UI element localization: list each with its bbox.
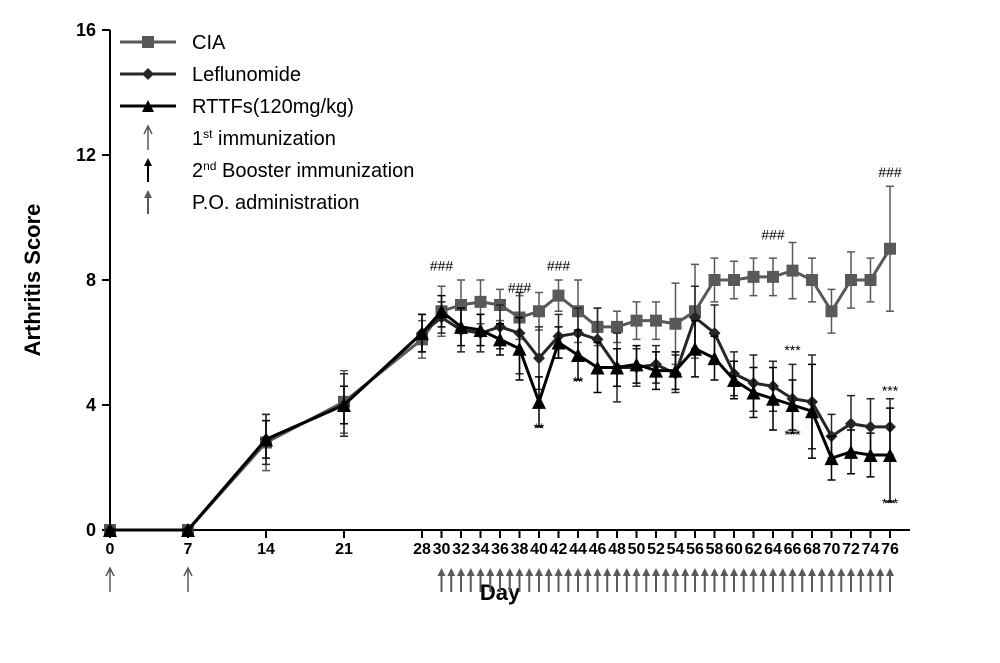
svg-text:56: 56 bbox=[686, 541, 704, 558]
svg-text:30: 30 bbox=[433, 541, 451, 558]
legend-item: Leflunomide bbox=[120, 64, 301, 86]
svg-text:16: 16 bbox=[76, 20, 96, 40]
svg-text:***: *** bbox=[784, 426, 801, 442]
svg-text:Arthritis Score: Arthritis Score bbox=[20, 204, 45, 357]
svg-text:74: 74 bbox=[862, 541, 880, 558]
legend-item: RTTFs(120mg/kg) bbox=[120, 96, 354, 118]
svg-text:70: 70 bbox=[823, 541, 841, 558]
svg-text:46: 46 bbox=[589, 541, 607, 558]
svg-text:###: ### bbox=[508, 280, 532, 296]
svg-text:21: 21 bbox=[335, 541, 353, 558]
svg-text:8: 8 bbox=[86, 270, 96, 290]
legend-item: 1st immunization bbox=[144, 126, 336, 150]
svg-text:36: 36 bbox=[491, 541, 509, 558]
legend-label: RTTFs(120mg/kg) bbox=[192, 96, 354, 118]
svg-text:66: 66 bbox=[784, 541, 802, 558]
svg-text:###: ### bbox=[547, 258, 571, 274]
svg-text:7: 7 bbox=[184, 541, 193, 558]
legend-label: P.O. administration bbox=[192, 192, 360, 214]
svg-text:34: 34 bbox=[472, 541, 490, 558]
svg-text:48: 48 bbox=[608, 541, 626, 558]
svg-text:4: 4 bbox=[86, 395, 96, 415]
svg-text:44: 44 bbox=[569, 541, 587, 558]
svg-text:0: 0 bbox=[106, 541, 115, 558]
svg-text:14: 14 bbox=[257, 541, 275, 558]
svg-text:40: 40 bbox=[530, 541, 548, 558]
svg-text:42: 42 bbox=[550, 541, 568, 558]
svg-text:60: 60 bbox=[725, 541, 743, 558]
svg-text:***: *** bbox=[882, 495, 899, 511]
svg-text:64: 64 bbox=[764, 541, 782, 558]
svg-text:28: 28 bbox=[413, 541, 431, 558]
legend-item: 2nd Booster immunization bbox=[144, 158, 414, 182]
svg-text:58: 58 bbox=[706, 541, 724, 558]
svg-text:54: 54 bbox=[667, 541, 685, 558]
svg-text:***: *** bbox=[882, 383, 899, 399]
legend-label: 2nd Booster immunization bbox=[192, 159, 414, 182]
svg-text:32: 32 bbox=[452, 541, 470, 558]
arthritis-score-chart: 0481216Arthritis Score071421283032343638… bbox=[0, 0, 1000, 663]
svg-text:###: ### bbox=[878, 164, 902, 180]
svg-text:***: *** bbox=[784, 342, 801, 358]
svg-text:62: 62 bbox=[745, 541, 763, 558]
svg-text:**: ** bbox=[573, 373, 584, 389]
legend-item: P.O. administration bbox=[144, 190, 360, 214]
svg-text:38: 38 bbox=[511, 541, 529, 558]
svg-text:**: ** bbox=[534, 420, 545, 436]
svg-text:0: 0 bbox=[86, 520, 96, 540]
svg-text:52: 52 bbox=[647, 541, 665, 558]
svg-text:68: 68 bbox=[803, 541, 821, 558]
svg-text:50: 50 bbox=[628, 541, 646, 558]
legend-label: 1st immunization bbox=[192, 127, 336, 150]
legend-item: CIA bbox=[120, 32, 226, 54]
legend-label: CIA bbox=[192, 32, 226, 54]
svg-text:###: ### bbox=[430, 258, 454, 274]
svg-text:72: 72 bbox=[842, 541, 860, 558]
legend-label: Leflunomide bbox=[192, 64, 301, 86]
svg-text:76: 76 bbox=[881, 541, 899, 558]
svg-text:12: 12 bbox=[76, 145, 96, 165]
svg-text:###: ### bbox=[761, 226, 785, 242]
